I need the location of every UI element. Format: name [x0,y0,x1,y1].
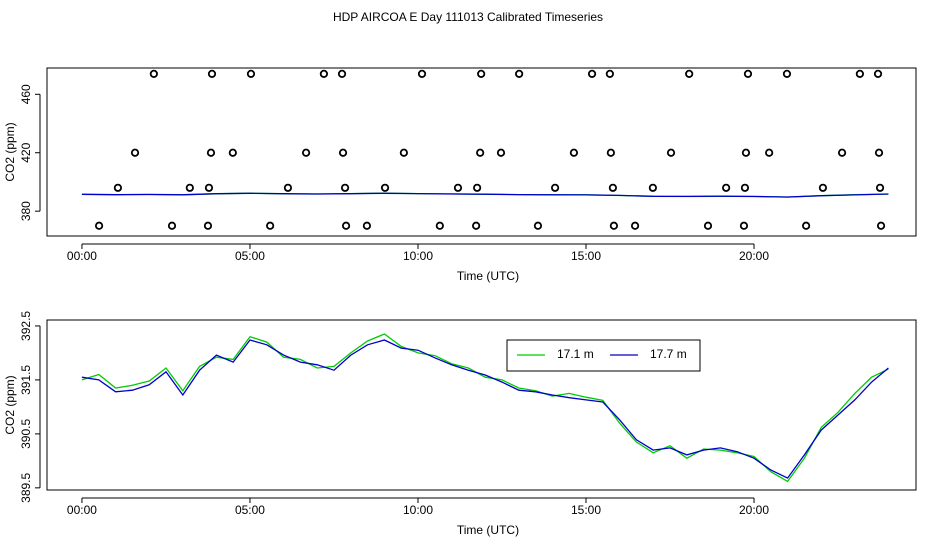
point [569,148,579,157]
point [113,183,123,192]
point [550,183,560,192]
point [417,69,427,78]
point [802,221,811,230]
point [435,221,444,230]
point [246,69,256,78]
point [873,69,883,78]
point [740,183,750,192]
point [739,221,749,230]
point [341,221,351,230]
chart-title: HDP AIRCOA E Day 111013 Calibrated Times… [333,10,603,24]
point [266,221,275,230]
series-line [81,333,889,483]
point [722,183,731,192]
point [283,183,293,192]
y-tick-label: 392.5 [19,311,33,341]
point [207,69,217,78]
point [703,221,713,230]
point [473,183,482,192]
point [130,148,140,157]
point [399,148,408,157]
point [380,183,390,192]
point [337,69,347,78]
y-tick-label: 390.5 [19,419,33,449]
point [609,221,618,230]
x-axis-label: Time (UTC) [457,523,519,537]
point [206,148,216,157]
point [741,148,751,157]
point [301,148,311,157]
point [167,221,177,230]
point [203,221,213,230]
point [874,148,884,157]
x-tick-label: 00:00 [67,503,97,517]
point [608,183,617,192]
x-tick-label: 10:00 [403,249,433,263]
point [587,69,597,78]
point [204,183,214,192]
point [340,183,350,192]
point [666,148,676,157]
legend-label: 17.1 m [557,347,594,361]
point [533,221,543,230]
y-tick-label: 420 [19,142,33,162]
point [685,69,694,78]
y-tick-label: 460 [19,84,33,104]
x-tick-label: 20:00 [739,503,769,517]
point [782,69,792,78]
point [496,148,506,157]
point [453,183,463,192]
point [765,148,774,157]
point [606,148,615,157]
legend-label: 17.7 m [650,347,687,361]
x-tick-label: 15:00 [571,249,601,263]
point [477,69,486,78]
point [605,69,614,78]
y-tick-label: 380 [19,201,33,221]
point [515,69,524,78]
point [185,183,194,192]
point [743,69,753,78]
point [94,221,104,230]
point [818,183,828,192]
series-line [81,192,889,198]
y-axis-label: CO2 (ppm) [3,122,17,181]
series-line [81,339,889,479]
point [149,69,158,78]
y-axis-label: CO2 (ppm) [3,375,17,434]
point [228,148,237,157]
x-tick-label: 10:00 [403,503,433,517]
point [630,221,640,230]
point [876,221,886,230]
plot-frame [46,67,917,237]
x-tick-label: 15:00 [571,503,601,517]
point [855,69,864,78]
point [476,148,485,157]
point [472,221,481,230]
point [837,148,847,157]
point [338,148,348,157]
point [875,183,885,192]
point [648,183,657,192]
plot-frame [46,319,917,491]
x-tick-label: 00:00 [67,249,97,263]
y-tick-label: 391.5 [19,365,33,395]
x-tick-label: 20:00 [739,249,769,263]
y-tick-label: 389.5 [19,473,33,503]
x-axis-label: Time (UTC) [457,269,519,283]
x-tick-label: 05:00 [235,503,265,517]
point [319,69,328,78]
x-tick-label: 05:00 [235,249,265,263]
point [362,221,372,230]
